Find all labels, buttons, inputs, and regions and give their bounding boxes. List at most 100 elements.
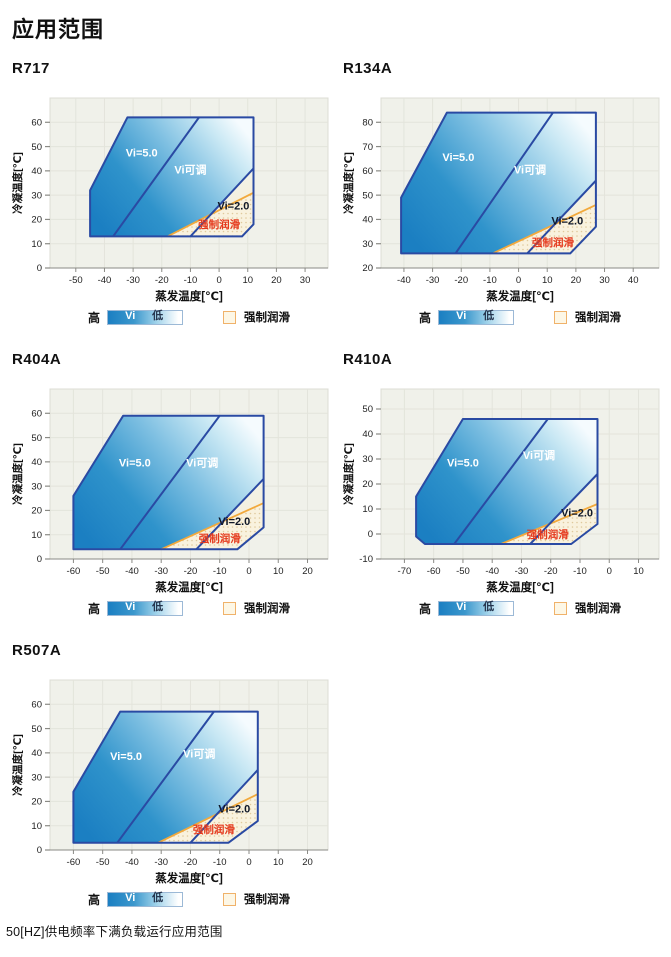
legend-high-label: 高 [87,892,100,907]
operating-envelope [90,117,254,237]
y-tick-label: 70 [362,142,373,153]
x-axis-label: 蒸发温度[℃] [155,580,223,594]
legend-vi-label: Vi [125,892,136,905]
y-axis-label: 冷凝温度[℃] [11,734,24,796]
legend-vi-gradient-bar: Vi 低 [107,600,183,616]
y-tick-label: 20 [362,479,373,490]
region-label-3: 强制润滑 [527,528,569,541]
y-tick-label: 0 [37,263,42,274]
envelope-inner-group [454,112,596,254]
legend-high-label: 高 [87,601,100,616]
x-axis-label: 蒸发温度[℃] [486,289,554,303]
empty-grid-cell [341,642,671,907]
y-tick-label: 30 [31,481,42,492]
operating-envelope-chart: Vi=5.0 Vi可调 Vi=2.0 强制润滑 -40 -30 -20 -10 0 10 20 30 4… [342,97,660,303]
y-tick-label: 60 [31,699,42,710]
x-tick-label: -60 [427,566,441,577]
forced-lube-line [157,793,258,843]
y-tick-label: 50 [362,190,373,201]
footnote: 50[HZ]供电频率下满负载运行应用范围 [6,925,223,939]
x-tick-label: 10 [273,857,284,868]
legend-low-label: 低 [152,310,164,323]
y-tick-label: 80 [362,117,373,128]
region-label-1: Vi可调 [514,162,546,176]
operating-envelope-chart: Vi=5.0 Vi可调 Vi=2.0 强制润滑 -60 -50 -40 -30 -20 -10 0 1… [11,388,329,594]
x-tick-label: -30 [426,275,440,286]
region-label-0: Vi=5.0 [442,152,474,164]
envelope-inner-group [112,117,254,237]
legend-forced-lube-label: 强制润滑 [575,312,621,324]
x-axis-label: 蒸发温度[℃] [155,289,223,303]
y-tick-label: 50 [362,404,373,415]
chart-legend: 高 Vi 低 强制润滑 [50,600,328,616]
chart-block-r410a: R410A Vi=5.0 Vi可调 Vi=2.0 强制润滑 -70 -60 -50 -40 -3… [341,351,667,616]
x-tick-label: -10 [213,566,227,577]
y-axis-label: 冷凝温度[℃] [11,443,24,505]
x-tick-label: -30 [154,857,168,868]
legend-forced-lube-swatch [223,601,236,615]
region-label-0: Vi=5.0 [126,147,158,159]
vi2-boundary-line [529,473,598,544]
chart-block-r507a: R507A Vi=5.0 Vi可调 Vi=2.0 强制润滑 -60 -50 -40 -30 -2… [10,642,336,907]
x-tick-label: -20 [544,566,558,577]
x-axis-label: 蒸发温度[℃] [155,871,223,885]
legend-vi-gradient-bar: Vi 低 [107,891,183,907]
x-tick-label: -20 [184,566,198,577]
x-tick-label: -10 [213,857,227,868]
y-tick-label: 20 [31,797,42,808]
y-tick-label: 10 [362,504,373,515]
legend-forced-lube-label: 强制润滑 [244,894,290,906]
region-label-2: Vi=2.0 [217,201,249,213]
region-label-1: Vi可调 [174,162,206,176]
y-tick-label: 40 [31,166,42,177]
y-tick-label: 50 [31,724,42,735]
y-tick-label: 10 [31,239,42,250]
chart-canvas: Vi=5.0 Vi可调 Vi=2.0 强制润滑 -50 -40 -30 -20 -10 0 10 20… [10,90,334,306]
y-tick-label: 40 [31,748,42,759]
x-tick-label: -40 [397,275,411,286]
region-label-0: Vi=5.0 [110,751,142,763]
legend-forced-lube-swatch [223,892,236,906]
legend-low-label: 低 [152,601,164,614]
x-tick-label: -10 [483,275,497,286]
legend-vi-gradient-bar: Vi 低 [438,600,514,616]
legend-vi-label: Vi [456,601,467,614]
operating-envelope-chart: Vi=5.0 Vi可调 Vi=2.0 强制润滑 -60 -50 -40 -30 -20 -10 0 1… [11,679,329,885]
legend-high-label: 高 [418,601,431,616]
vi2-boundary-line [189,167,254,237]
legend-forced-lube-swatch [554,310,567,324]
refrigerant-title: R134A [343,60,393,77]
vi5-boundary-line [454,112,554,254]
y-tick-label: 60 [31,117,42,128]
x-tick-label: 40 [628,275,639,286]
x-tick-label: 30 [300,275,311,286]
x-tick-label: -50 [96,566,110,577]
region-label-3: 强制润滑 [532,236,574,249]
x-tick-label: -20 [155,275,169,286]
x-tick-label: 10 [242,275,253,286]
region-label-2: Vi=2.0 [218,803,250,815]
x-tick-label: -40 [485,566,499,577]
chart-legend: 高 Vi 低 强制润滑 [381,309,659,325]
y-tick-label: 60 [362,166,373,177]
y-tick-label: 10 [31,821,42,832]
y-tick-label: 60 [31,408,42,419]
legend-vi-label: Vi [456,310,467,323]
vi2-boundary-line [195,478,264,550]
y-tick-label: 10 [31,530,42,541]
legend-forced-lube-swatch [223,310,236,324]
region-label-3: 强制润滑 [199,532,241,545]
x-tick-label: 20 [302,857,313,868]
chart-legend: 高 Vi 低 强制润滑 [50,891,328,907]
region-label-1: Vi可调 [183,747,215,761]
region-label-0: Vi=5.0 [119,458,151,470]
envelope-inner-group [119,415,264,550]
operating-envelope [73,415,264,550]
y-tick-label: 20 [31,506,42,517]
vi5-boundary-line [112,117,200,237]
operating-envelope-chart: Vi=5.0 Vi可调 Vi=2.0 强制润滑 -70 -60 -50 -40 -30 -20 -1… [342,388,660,594]
region-label-2: Vi=2.0 [218,516,250,528]
refrigerant-title: R404A [12,351,62,368]
x-tick-label: -20 [184,857,198,868]
y-tick-label: 50 [31,433,42,444]
